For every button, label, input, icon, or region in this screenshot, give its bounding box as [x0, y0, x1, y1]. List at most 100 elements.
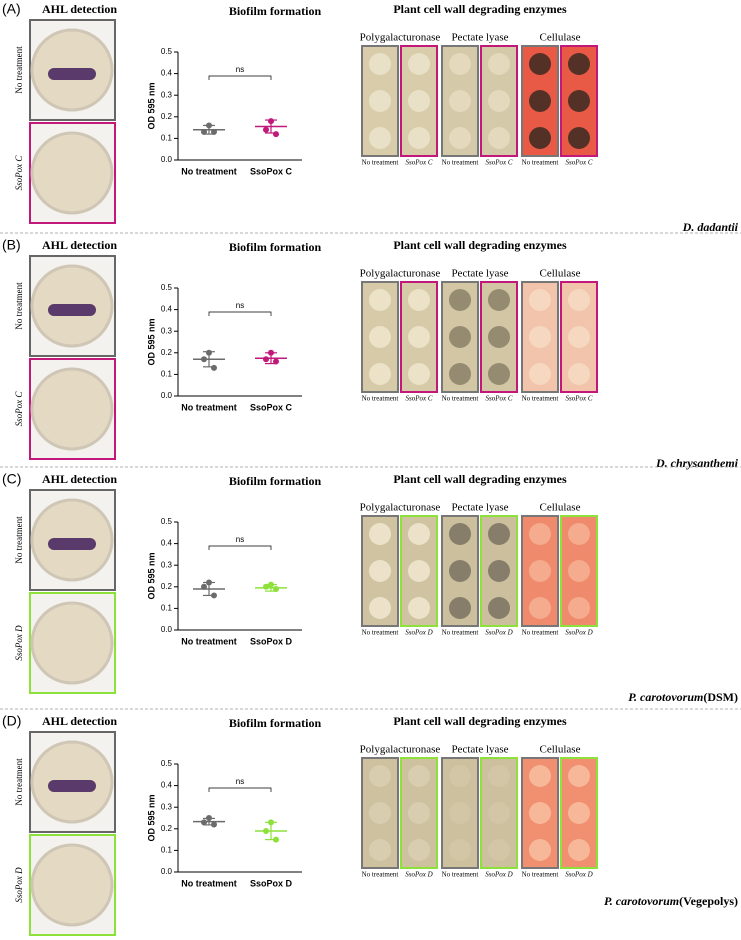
y-tick-label: 0.5 [161, 47, 173, 56]
plate-caption: SsoPox D [405, 871, 432, 879]
biofilm-title: Biofilm formation [229, 474, 322, 488]
strain-name: (Vegepolys) [679, 894, 738, 908]
enzyme-spot [369, 560, 391, 582]
enzyme-spot [488, 127, 510, 149]
purple-streak [48, 304, 96, 316]
enzyme-name: Polygalacturonase [360, 32, 441, 44]
ahl-title: AHL detection [42, 472, 117, 486]
enzyme-spot [408, 289, 430, 311]
enzyme-spot [369, 127, 391, 149]
enzyme-spot [529, 363, 551, 385]
enzyme-spot [529, 802, 551, 824]
enzyme-spot [529, 289, 551, 311]
strain-name: (DSM) [703, 690, 738, 704]
enzyme-spot [529, 90, 551, 112]
annotation: ns [236, 535, 244, 544]
species-label: D. chrysanthemi [655, 456, 739, 470]
plate-caption: No treatment [442, 871, 479, 879]
enzyme-spot [568, 90, 590, 112]
x-tick-label: No treatment [181, 878, 237, 888]
species-name: P. carotovorum [628, 690, 703, 704]
enzyme-spot [369, 802, 391, 824]
plate-caption: SsoPox D [565, 629, 592, 637]
y-tick-label: 0.0 [161, 625, 173, 634]
enzyme-name: Cellulase [540, 502, 581, 514]
data-point [273, 131, 279, 138]
annotation: ns [236, 65, 244, 74]
enzyme-spot [488, 802, 510, 824]
data-point [263, 583, 269, 590]
plate-caption: SsoPox C [565, 159, 592, 167]
y-tick-label: 0.4 [161, 781, 173, 790]
enzyme-spot [529, 839, 551, 861]
plate-caption: No treatment [362, 159, 399, 167]
enzyme-spot [488, 765, 510, 787]
enzyme-spot [369, 289, 391, 311]
y-tick-label: 0.5 [161, 283, 173, 292]
y-tick-label: 0.1 [161, 370, 173, 379]
enzyme-spot [488, 326, 510, 348]
enzyme-spot [568, 289, 590, 311]
data-point [201, 128, 207, 135]
y-axis-label: OD 595 nm [146, 552, 156, 599]
enzyme-spot [488, 560, 510, 582]
petri-dish [30, 601, 114, 685]
data-point [211, 128, 217, 135]
enzyme-spot [408, 765, 430, 787]
plate-caption: SsoPox D [405, 629, 432, 637]
enzyme-spot [568, 326, 590, 348]
y-tick-label: 0.2 [161, 582, 173, 591]
y-tick-label: 0.3 [161, 326, 173, 335]
x-tick-label: No treatment [181, 636, 237, 646]
enzyme-spot [449, 53, 471, 75]
x-tick-label: SsoPox C [250, 166, 293, 176]
enzyme-spot [449, 326, 471, 348]
enzyme-spot [408, 839, 430, 861]
y-tick-label: 0.0 [161, 867, 173, 876]
enzyme-spot [488, 363, 510, 385]
enzyme-spot [568, 765, 590, 787]
enzyme-title: Plant cell wall degrading enzymes [393, 238, 567, 252]
enzyme-spot [369, 90, 391, 112]
ns-bracket [208, 787, 272, 792]
y-axis-label: OD 595 nm [146, 318, 156, 365]
y-axis-label: OD 595 nm [146, 82, 156, 129]
enzyme-spot [408, 802, 430, 824]
plate-caption: SsoPox C [485, 395, 512, 403]
plate-caption: No treatment [522, 629, 559, 637]
x-tick-label: No treatment [181, 402, 237, 412]
ahl-title: AHL detection [42, 238, 117, 252]
species-name: P. carotovorum [604, 894, 679, 908]
plate-caption: No treatment [442, 395, 479, 403]
enzyme-spot [529, 597, 551, 619]
ns-bracket [208, 75, 272, 80]
enzyme-spot [408, 127, 430, 149]
enzyme-spot [529, 560, 551, 582]
enzyme-spot [408, 560, 430, 582]
data-point [206, 579, 212, 586]
plate-label: No treatment [14, 516, 24, 564]
enzyme-spot [568, 53, 590, 75]
data-point [206, 349, 212, 356]
enzyme-spot [568, 802, 590, 824]
enzyme-name: Pectate lyase [451, 32, 508, 44]
enzyme-name: Polygalacturonase [360, 502, 441, 514]
enzyme-spot [449, 560, 471, 582]
data-point [263, 126, 269, 133]
enzyme-spot [408, 597, 430, 619]
species-name: D. chrysanthemi [655, 456, 739, 470]
data-point [263, 356, 269, 363]
data-point [268, 118, 274, 125]
ns-bracket [208, 545, 272, 550]
plate-label: No treatment [14, 46, 24, 94]
enzyme-spot [408, 53, 430, 75]
plate-caption: No treatment [362, 871, 399, 879]
enzyme-name: Pectate lyase [451, 502, 508, 514]
enzyme-spot [369, 363, 391, 385]
y-tick-label: 0.3 [161, 802, 173, 811]
enzyme-spot [529, 765, 551, 787]
enzyme-spot [369, 839, 391, 861]
plate-caption: No treatment [362, 395, 399, 403]
enzyme-spot [408, 363, 430, 385]
